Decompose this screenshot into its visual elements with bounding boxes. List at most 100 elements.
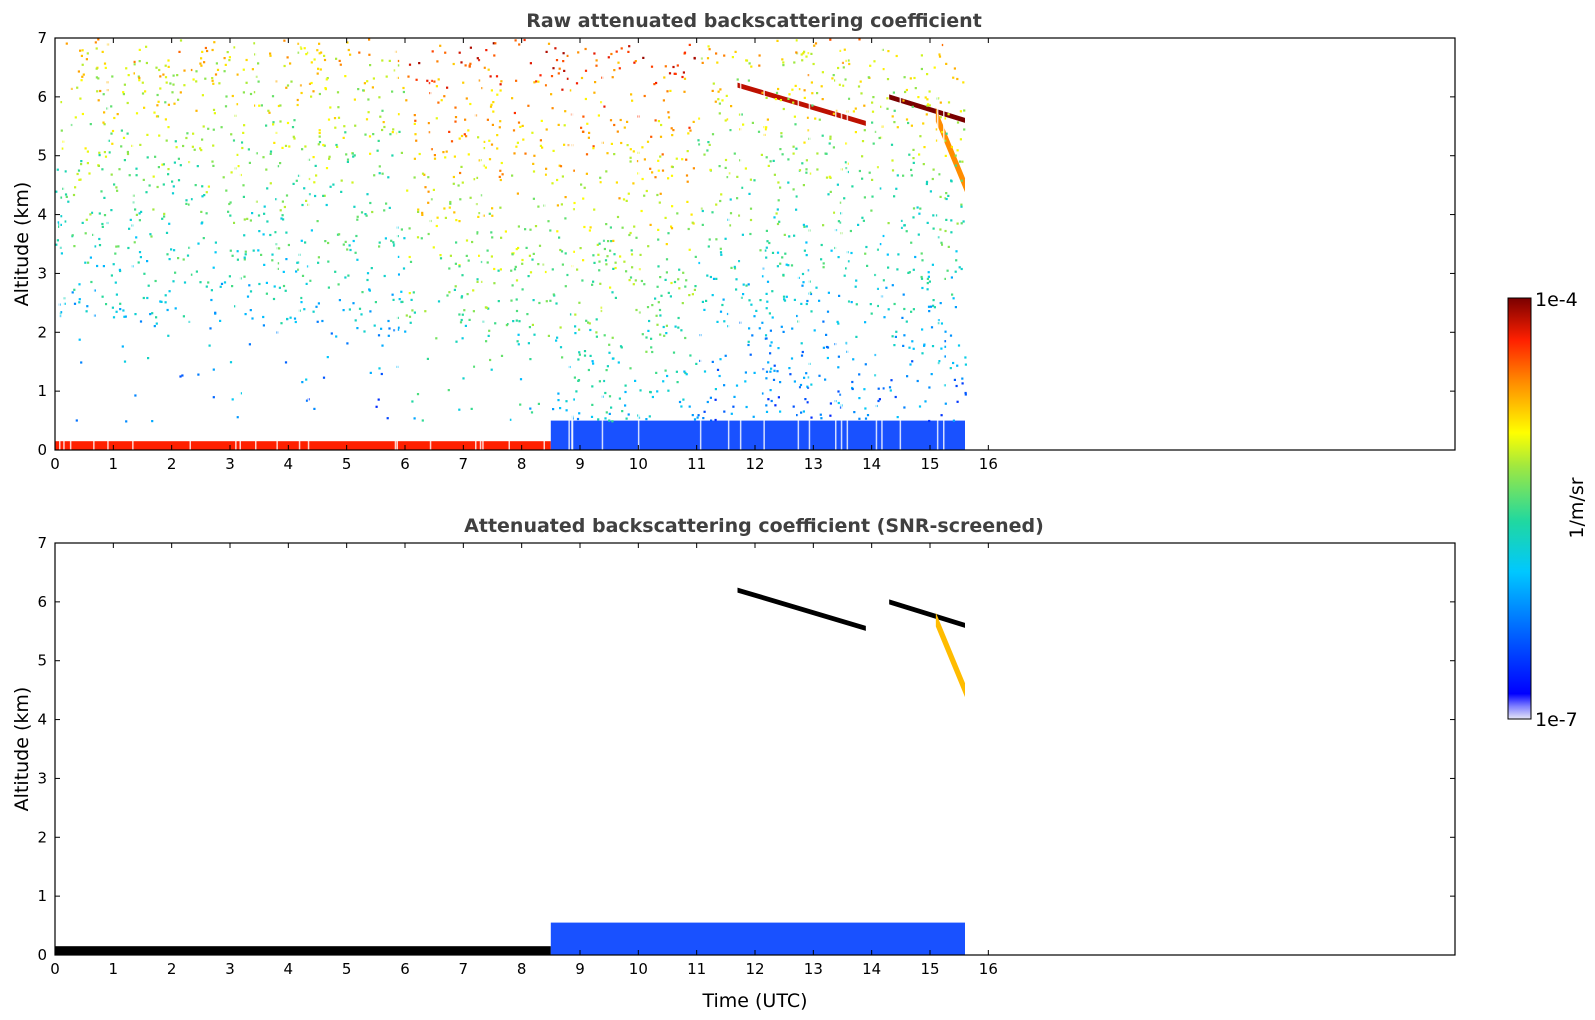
data-pixel (539, 139, 542, 142)
data-pixel (167, 334, 170, 337)
data-pixel (551, 182, 554, 185)
data-pixel (251, 68, 254, 71)
data-pixel (513, 111, 516, 115)
data-pixel (961, 377, 964, 380)
data-pixel (766, 280, 770, 283)
data-pixel (650, 346, 653, 349)
data-pixel (698, 117, 701, 120)
data-pixel (614, 296, 617, 299)
data-pixel (439, 44, 442, 47)
y-tick-label: 1 (37, 382, 47, 400)
data-pixel (806, 116, 810, 119)
data-pixel (838, 294, 841, 297)
data-pixel (478, 254, 481, 257)
data-pixel (468, 318, 471, 321)
data-pixel (305, 53, 308, 56)
data-pixel (100, 190, 103, 193)
data-pixel (498, 175, 501, 178)
data-pixel (904, 90, 907, 94)
data-pixel (709, 168, 712, 171)
data-pixel (212, 108, 216, 111)
data-pixel (750, 65, 753, 68)
data-pixel (629, 160, 632, 163)
data-pixel (174, 140, 177, 143)
data-pixel (463, 309, 466, 312)
data-pixel (413, 417, 416, 420)
data-pixel (170, 248, 173, 251)
data-pixel (162, 73, 165, 76)
data-pixel (954, 306, 957, 309)
data-pixel (511, 174, 514, 177)
data-pixel (857, 85, 861, 88)
data-pixel (281, 214, 284, 217)
data-pixel (735, 288, 738, 291)
data-pixel (783, 233, 786, 236)
data-pixel (825, 345, 829, 349)
data-pixel (919, 135, 922, 138)
data-pixel (855, 279, 858, 282)
data-pixel (213, 112, 216, 115)
data-pixel (588, 229, 591, 232)
data-pixel (627, 50, 630, 53)
data-pixel (439, 257, 443, 260)
data-pixel (589, 354, 592, 357)
data-pixel (78, 283, 81, 286)
data-pixel (462, 81, 465, 84)
colorbar-gradient (1507, 297, 1532, 720)
data-pixel (315, 174, 318, 177)
data-pixel (107, 139, 110, 142)
data-pixel (61, 147, 64, 150)
data-pixel (902, 344, 905, 347)
data-pixel (511, 253, 514, 256)
data-pixel (356, 218, 359, 221)
x-tick-label: 9 (575, 455, 585, 473)
x-tick-label: 5 (342, 960, 352, 978)
data-pixel (532, 252, 535, 255)
data-pixel (115, 293, 118, 296)
data-pixel (671, 134, 674, 137)
data-pixel (512, 129, 516, 132)
data-pixel (943, 340, 947, 343)
data-pixel (452, 175, 455, 179)
data-pixel (229, 249, 232, 252)
data-pixel (591, 283, 594, 286)
data-pixel (497, 269, 500, 272)
data-pixel (556, 336, 559, 339)
data-pixel (603, 334, 606, 337)
data-pixel (212, 164, 215, 167)
data-pixel (363, 82, 366, 85)
data-pixel (802, 223, 805, 226)
data-pixel (620, 141, 623, 145)
data-pixel (952, 76, 955, 79)
data-pixel (297, 268, 300, 271)
data-pixel (398, 298, 401, 301)
data-pixel (80, 79, 83, 82)
data-pixel (336, 145, 339, 148)
data-pixel (682, 398, 685, 401)
data-pixel (847, 260, 850, 263)
data-pixel (578, 301, 581, 304)
data-pixel (454, 262, 457, 265)
x-tick-label: 10 (629, 960, 648, 978)
data-pixel (243, 234, 246, 237)
data-pixel (167, 65, 170, 68)
dropout-stripe (846, 38, 849, 450)
data-pixel (780, 325, 783, 328)
data-pixel (923, 344, 926, 347)
data-pixel (483, 66, 486, 69)
data-pixel (518, 43, 521, 46)
data-pixel (829, 137, 832, 140)
data-pixel (723, 410, 726, 413)
data-pixel (744, 167, 747, 170)
data-pixel (190, 68, 193, 72)
colorbar: 1e-4 1e-7 1/m/sr (1507, 289, 1588, 731)
data-pixel (889, 389, 892, 392)
data-pixel (703, 410, 706, 413)
data-pixel (578, 328, 581, 331)
data-pixel (532, 299, 535, 302)
data-pixel (135, 112, 139, 115)
data-pixel (86, 52, 89, 55)
chart-title: Attenuated backscattering coefficient (S… (464, 515, 1044, 537)
x-tick-label: 10 (629, 455, 648, 473)
data-pixel (231, 94, 234, 98)
